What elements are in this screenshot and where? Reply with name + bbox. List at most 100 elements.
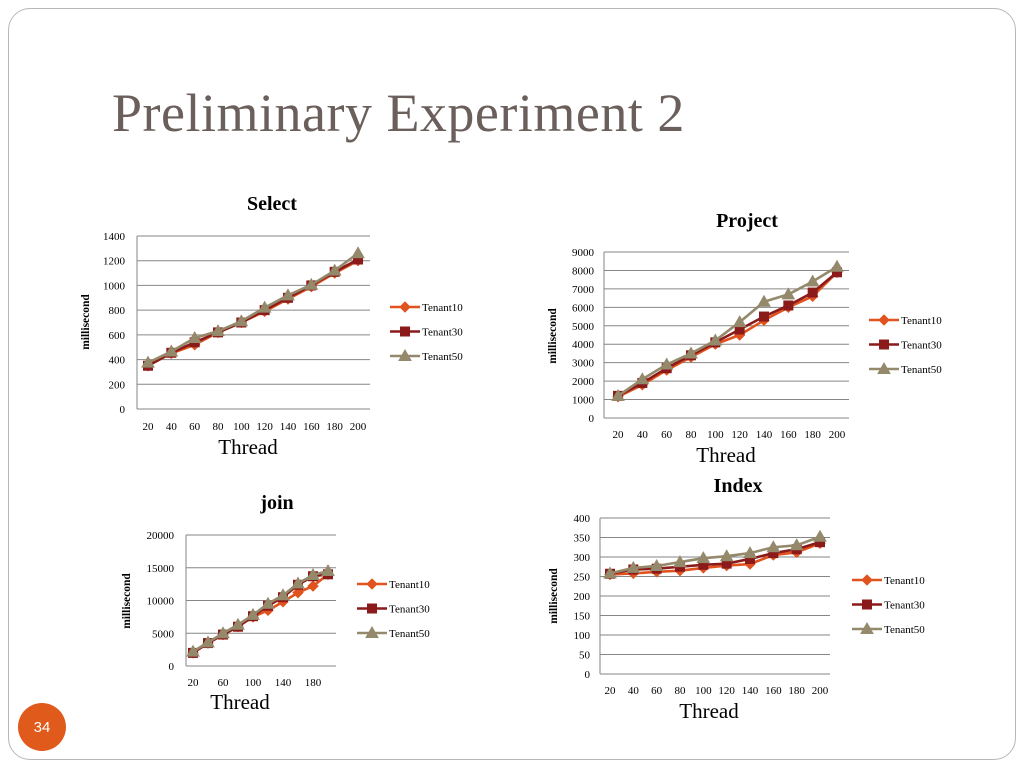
data-point <box>201 635 215 648</box>
series-line <box>617 271 838 398</box>
x-tick-label: 120 <box>718 685 735 697</box>
legend-marker <box>366 578 378 590</box>
data-point <box>257 300 272 313</box>
x-tick-label: 100 <box>233 421 250 433</box>
data-point <box>261 596 275 609</box>
y-tick-label: 400 <box>574 513 591 525</box>
legend-label: Tenant10 <box>422 302 463 314</box>
x-tick-label: 200 <box>812 685 829 697</box>
data-point <box>187 330 202 343</box>
x-tick-label: 100 <box>707 429 724 441</box>
data-point <box>757 294 771 307</box>
x-tick-label: 80 <box>675 685 687 697</box>
legend-marker <box>365 625 379 638</box>
y-tick-label: 350 <box>574 533 591 545</box>
data-point <box>807 287 818 298</box>
y-tick-label: 600 <box>109 330 126 342</box>
x-tick-label: 160 <box>780 429 797 441</box>
y-tick-label: 9000 <box>572 247 595 259</box>
y-tick-label: 1000 <box>103 280 126 292</box>
legend-marker <box>860 621 874 634</box>
data-point <box>684 346 698 359</box>
x-tick-label: 60 <box>218 677 230 689</box>
legend-label: Tenant30 <box>422 327 463 339</box>
legend-label: Tenant10 <box>884 575 925 587</box>
chart-select: Select 0 200 400 600 800 1000 1200 1400 20 40 60 80 1… <box>80 193 463 459</box>
series-line <box>609 540 821 576</box>
data-point <box>164 344 179 357</box>
legend-label: Tenant50 <box>422 351 463 363</box>
legend-marker <box>400 326 410 337</box>
series-tenant50 <box>141 246 365 368</box>
data-point <box>603 566 617 579</box>
y-tick-label: 300 <box>574 552 591 564</box>
legend-marker <box>879 339 889 350</box>
y-tick-label: 100 <box>574 630 591 642</box>
data-point <box>211 324 225 337</box>
x-axis-label: Thread <box>218 435 278 459</box>
x-tick-label: 60 <box>651 685 663 697</box>
data-point <box>743 546 757 559</box>
data-point <box>276 588 290 601</box>
x-tick-label: 140 <box>742 685 759 697</box>
legend-label: Tenant30 <box>884 600 925 612</box>
data-point <box>234 314 249 327</box>
y-tick-label: 3000 <box>572 358 595 370</box>
y-tick-label: 0 <box>585 669 591 681</box>
data-point <box>307 580 319 592</box>
x-tick-label: 120 <box>731 429 748 441</box>
data-point <box>789 538 804 551</box>
y-tick-label: 0 <box>169 661 175 673</box>
data-point <box>673 555 687 568</box>
data-point <box>231 617 245 630</box>
legend-label: Tenant30 <box>389 604 430 616</box>
chart-title: Project <box>716 210 778 232</box>
data-point <box>659 357 674 370</box>
y-tick-label: 0 <box>120 404 126 416</box>
series-line <box>192 569 329 653</box>
chart-index: Index 0 50 100 150 200 250 300 350 400 20 40 60 80 100… <box>548 475 925 723</box>
series-line <box>617 265 838 397</box>
y-tick-label: 1200 <box>103 256 126 268</box>
x-tick-label: 100 <box>695 685 712 697</box>
data-point <box>291 576 305 589</box>
data-point <box>696 551 711 564</box>
legend-label: Tenant50 <box>901 364 942 376</box>
series-line <box>609 542 821 576</box>
x-tick-label: 140 <box>275 677 292 689</box>
x-tick-label: 40 <box>637 429 649 441</box>
page-number-badge: 34 <box>18 703 66 751</box>
data-point <box>611 388 625 401</box>
y-tick-label: 1400 <box>103 231 126 243</box>
legend-label: Tenant10 <box>901 315 942 327</box>
slide-title: Preliminary Experiment 2 <box>112 83 685 143</box>
data-point <box>306 567 320 580</box>
x-tick-label: 80 <box>686 429 698 441</box>
series-tenant30 <box>613 267 842 401</box>
y-axis-label: millisecond <box>548 568 560 624</box>
y-tick-label: 6000 <box>572 302 595 314</box>
y-tick-label: 5000 <box>572 321 595 333</box>
y-axis-label: millisecond <box>547 308 559 364</box>
series-line <box>617 271 838 398</box>
data-point <box>759 311 769 322</box>
y-tick-label: 400 <box>109 355 126 367</box>
data-point <box>635 372 650 385</box>
legend-marker <box>862 599 872 610</box>
chart-title: Index <box>714 475 763 497</box>
data-point <box>813 529 827 542</box>
y-tick-label: 20000 <box>147 530 175 542</box>
x-tick-label: 200 <box>350 421 367 433</box>
chart-join: join 0 5000 10000 15000 20000 20 60 100 140 180 Thr… <box>121 492 430 714</box>
x-tick-label: 160 <box>303 421 320 433</box>
legend-label: Tenant50 <box>389 628 430 640</box>
chart-project: Project 0 1000 2000 3000 4000 5000 6000 7000 8000… <box>547 210 942 467</box>
data-point <box>141 355 155 368</box>
series-tenant50 <box>611 259 844 401</box>
data-point <box>351 246 365 259</box>
y-tick-label: 0 <box>589 413 595 425</box>
x-tick-label: 60 <box>189 421 201 433</box>
x-tick-label: 140 <box>280 421 297 433</box>
x-axis-label: Thread <box>210 690 270 714</box>
